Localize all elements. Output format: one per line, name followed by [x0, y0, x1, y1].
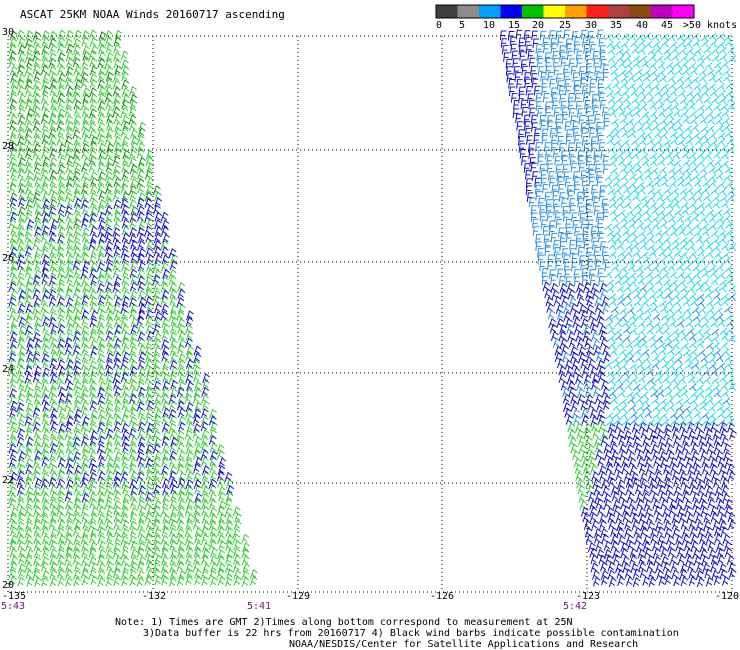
lon-label-132: -132	[141, 591, 167, 602]
note-line-3: NOAA/NESDIS/Center for Satellite Applica…	[289, 639, 639, 650]
legend-label-25: 25	[558, 20, 572, 31]
lon-label-126: -126	[429, 591, 455, 602]
lat-label-26: 26	[2, 253, 15, 264]
lon-label-129: -129	[285, 591, 311, 602]
lat-label-30: 30	[2, 27, 15, 38]
notes-block: Note: 1) Times are GMT 2)Times along bot…	[115, 617, 679, 650]
legend-label-30: 30	[584, 20, 598, 31]
pass-time-middle: 5:41	[246, 601, 272, 612]
legend-swatch-8	[608, 5, 630, 18]
legend-swatch-9	[629, 5, 652, 18]
legend-swatch-11	[672, 5, 695, 18]
note-line-1: Note: 1) Times are GMT 2)Times along bot…	[115, 617, 573, 628]
wind-barbs-blue	[8, 29, 737, 588]
lat-label-28: 28	[2, 141, 15, 152]
legend-label-45: 45	[660, 20, 674, 31]
pass-time-right: 5:42	[562, 601, 588, 612]
wind-speed-legend-bar	[435, 4, 695, 19]
lon-label-123: -123	[575, 591, 601, 602]
legend-swatch-3	[500, 5, 523, 18]
wind-barbs-light-blue	[528, 29, 736, 428]
lat-label-24: 24	[2, 364, 15, 375]
legend-label-35: 35	[609, 20, 623, 31]
lat-label-20: 20	[2, 580, 15, 591]
pass-time-left: 5:43	[0, 601, 26, 612]
legend-swatch-2	[479, 5, 501, 18]
lon-label-120: -120	[714, 591, 740, 602]
legend-label-0: 0	[435, 20, 443, 31]
lat-label-22: 22	[2, 475, 15, 486]
legend-label-5: 5	[458, 20, 466, 31]
map-title: ASCAT 25KM NOAA Winds 20160717 ascending	[20, 8, 285, 21]
lon-label-135: -135	[1, 591, 27, 602]
legend-swatch-1	[457, 5, 480, 18]
legend-label-10: 10	[482, 20, 496, 31]
legend-swatch-5	[543, 5, 566, 18]
map-grid	[7, 35, 733, 593]
legend-swatch-0	[436, 5, 458, 18]
legend-swatch-4	[522, 5, 544, 18]
legend-label-15: 15	[507, 20, 521, 31]
wind-barbs-layer	[8, 29, 737, 588]
legend-label-50-knots: >50 knots	[682, 20, 738, 31]
legend-swatch-6	[565, 5, 587, 18]
wind-barbs-cyan	[604, 32, 737, 428]
legend-label-40: 40	[635, 20, 649, 31]
legend-label-20: 20	[531, 20, 545, 31]
legend-swatch-10	[651, 5, 673, 18]
legend-swatch-7	[586, 5, 609, 18]
note-line-2: 3)Data buffer is 22 hrs from 20160717 4)…	[143, 628, 679, 639]
